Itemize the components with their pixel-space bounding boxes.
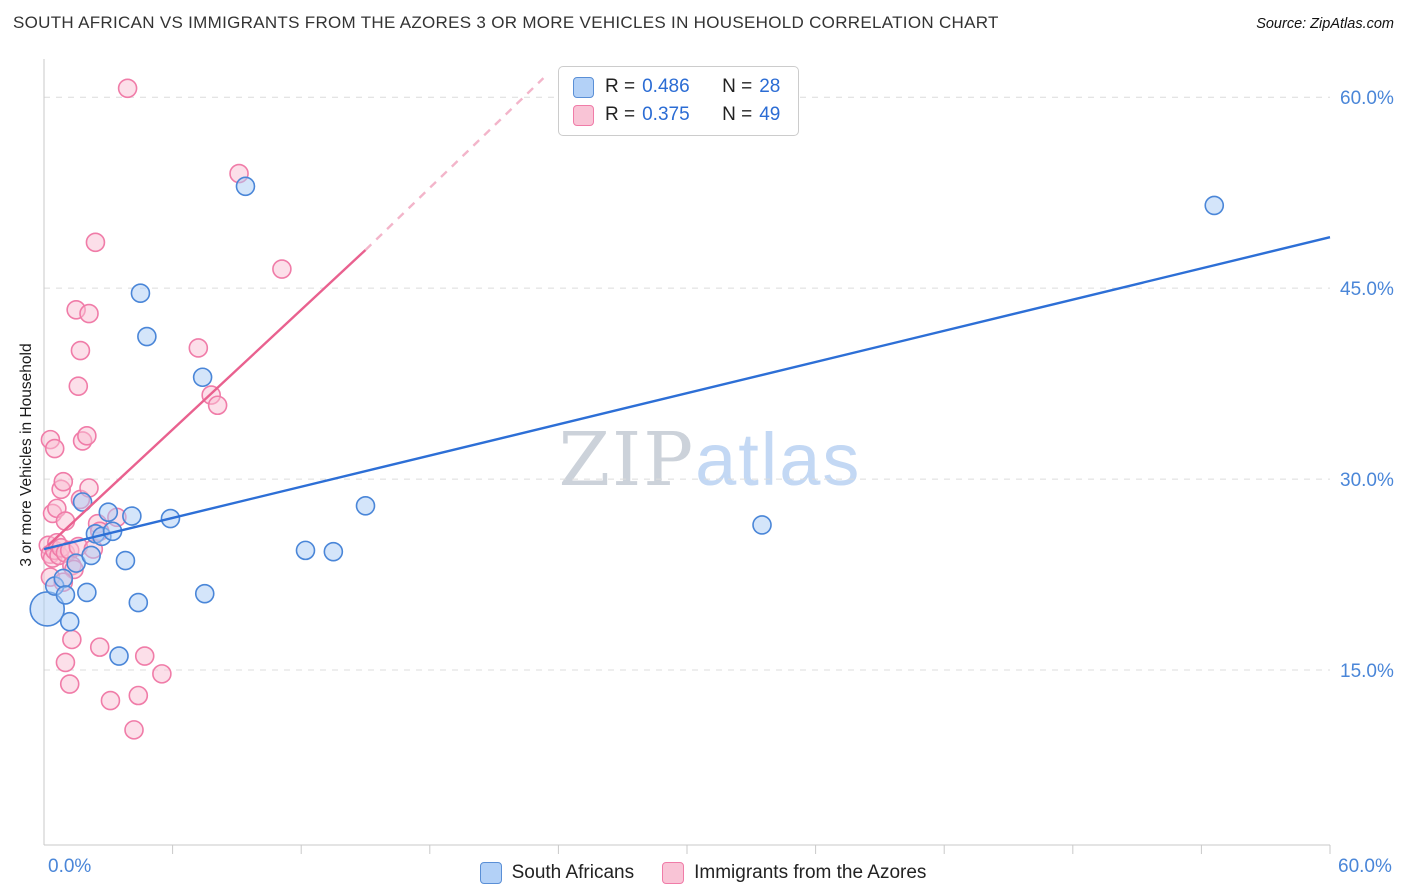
scatter-point-south-africans bbox=[355, 496, 376, 516]
scatter-point-south-africans bbox=[192, 367, 213, 388]
x-axis-label: 60.0% bbox=[1338, 856, 1392, 877]
scatter-point-south-africans bbox=[53, 568, 74, 589]
scatter-point-south-africans bbox=[128, 592, 149, 613]
scatter-point-azores-immigrants bbox=[68, 376, 89, 396]
r-label: R = bbox=[605, 76, 636, 97]
legend-item-azores-immigrants[interactable]: Immigrants from the Azores bbox=[662, 862, 926, 884]
south-africans-swatch-icon bbox=[479, 862, 502, 884]
y-tick-label: 15.0% bbox=[1340, 661, 1394, 682]
scatter-point-azores-immigrants bbox=[79, 303, 99, 324]
scatter-point-azores-immigrants bbox=[62, 629, 82, 650]
trend-line-south-africans bbox=[43, 236, 1331, 551]
scatter-point-south-africans bbox=[122, 506, 142, 526]
scatter-point-azores-immigrants bbox=[124, 720, 144, 740]
scatter-point-south-africans bbox=[235, 176, 256, 197]
scatter-point-south-africans bbox=[59, 611, 80, 632]
scatter-point-azores-immigrants bbox=[70, 340, 91, 361]
scatter-point-azores-immigrants bbox=[59, 674, 80, 694]
scatter-point-azores-immigrants bbox=[89, 637, 110, 657]
scatter-point-azores-immigrants bbox=[207, 395, 228, 416]
azores-immigrants-swatch-icon bbox=[573, 104, 594, 126]
scatter-point-south-africans bbox=[98, 502, 119, 522]
legend-label-azores-immigrants: Immigrants from the Azores bbox=[694, 862, 927, 883]
y-tick-label: 45.0% bbox=[1340, 279, 1394, 300]
south-africans-swatch-icon bbox=[573, 76, 594, 98]
scatter-point-azores-immigrants bbox=[53, 471, 74, 492]
scatter-point-south-africans bbox=[1204, 195, 1225, 216]
scatter-point-azores-immigrants bbox=[117, 78, 138, 99]
scatter-point-south-africans bbox=[323, 541, 344, 562]
scatter-point-south-africans bbox=[81, 545, 101, 566]
y-tick-label: 60.0% bbox=[1340, 88, 1394, 109]
n-value-azores-immigrants: 49 bbox=[759, 104, 781, 125]
legend-row-azores-immigrants: R = 0.375 N = 49 bbox=[573, 104, 780, 126]
x-axis-label: 0.0% bbox=[48, 856, 91, 877]
scatter-point-azores-immigrants bbox=[134, 646, 155, 666]
trend-line-extension bbox=[364, 77, 545, 251]
scatter-point-azores-immigrants bbox=[55, 652, 76, 673]
series-legend: South Africans Immigrants from the Azore… bbox=[0, 862, 1406, 884]
scatter-point-azores-immigrants bbox=[272, 259, 292, 279]
scatter-point-south-africans bbox=[295, 540, 316, 561]
legend-row-south-africans: R = 0.486 N = 28 bbox=[573, 76, 780, 98]
scatter-point-azores-immigrants bbox=[152, 664, 172, 684]
scatter-point-azores-immigrants bbox=[85, 232, 106, 253]
r-label: R = bbox=[605, 104, 636, 125]
scatter-point-azores-immigrants bbox=[188, 338, 209, 358]
legend-label-south-africans: South Africans bbox=[511, 862, 635, 883]
scatter-point-south-africans bbox=[137, 326, 157, 347]
scatter-point-azores-immigrants bbox=[128, 685, 149, 706]
r-value-south-africans: 0.486 bbox=[642, 76, 690, 97]
n-label: N = bbox=[722, 104, 753, 125]
legend-item-south-africans[interactable]: South Africans bbox=[479, 862, 635, 884]
n-value-south-africans: 28 bbox=[759, 76, 781, 97]
correlation-legend-box: R = 0.486 N = 28 R = 0.375 N = 49 bbox=[558, 66, 800, 136]
scatter-point-south-africans bbox=[109, 646, 129, 666]
scatter-point-azores-immigrants bbox=[100, 690, 121, 711]
source-attribution: Source: ZipAtlas.com bbox=[1256, 16, 1394, 32]
scatter-point-azores-immigrants bbox=[77, 426, 97, 446]
n-label: N = bbox=[722, 76, 753, 97]
y-tick-label: 30.0% bbox=[1340, 470, 1394, 491]
scatter-point-south-africans bbox=[115, 550, 136, 571]
azores-immigrants-swatch-icon bbox=[662, 862, 685, 884]
scatter-point-south-africans bbox=[130, 283, 151, 304]
r-value-azores-immigrants: 0.375 bbox=[642, 104, 690, 125]
scatter-point-south-africans bbox=[77, 582, 97, 603]
scatter-point-south-africans bbox=[752, 515, 772, 535]
page-title: SOUTH AFRICAN VS IMMIGRANTS FROM THE AZO… bbox=[13, 13, 999, 32]
scatter-point-azores-immigrants bbox=[55, 511, 76, 531]
scatter-point-south-africans bbox=[194, 583, 215, 604]
scatter-point-azores-immigrants bbox=[44, 438, 65, 459]
trend-line-immigrants-from-the-azores bbox=[47, 249, 367, 547]
scatter-point-south-africans bbox=[72, 492, 93, 512]
scatter-point-south-africans bbox=[55, 585, 76, 605]
